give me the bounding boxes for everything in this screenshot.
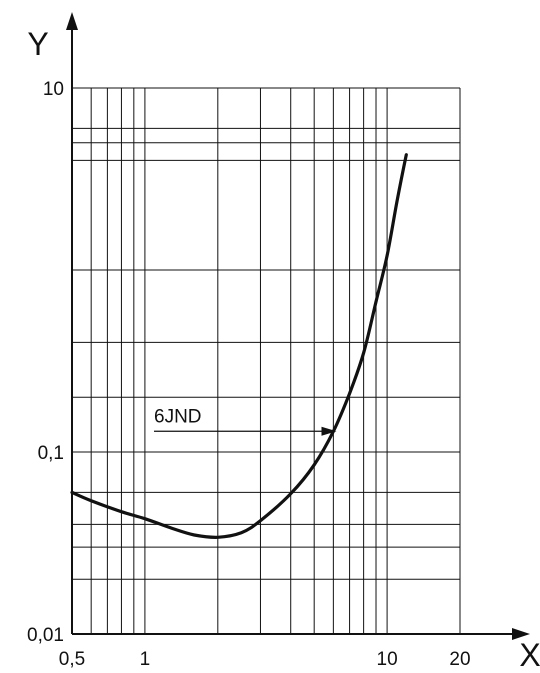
x-tick-label: 10 <box>377 649 398 670</box>
tick-labels: 0,5 1 10 20 0,01 0,1 10 <box>27 79 471 670</box>
x-axis-arrowhead <box>512 628 530 640</box>
y-axis-title: Y <box>27 26 48 62</box>
y-axis-arrowhead <box>66 12 78 30</box>
y-tick-label: 0,01 <box>27 625 64 646</box>
series-line <box>70 153 408 539</box>
y-tick-label: 10 <box>43 79 64 100</box>
annotations: 6JND <box>154 406 337 436</box>
y-tick-label: 0,1 <box>38 443 64 464</box>
annotation-label: 6JND <box>154 406 202 427</box>
axes <box>66 12 530 640</box>
x-tick-label: 1 <box>140 649 151 670</box>
grid <box>72 87 461 634</box>
x-tick-label: 20 <box>449 649 470 670</box>
annotation-arrowhead <box>321 426 337 436</box>
x-axis-title: X <box>519 637 540 673</box>
x-tick-label: 0,5 <box>59 649 85 670</box>
